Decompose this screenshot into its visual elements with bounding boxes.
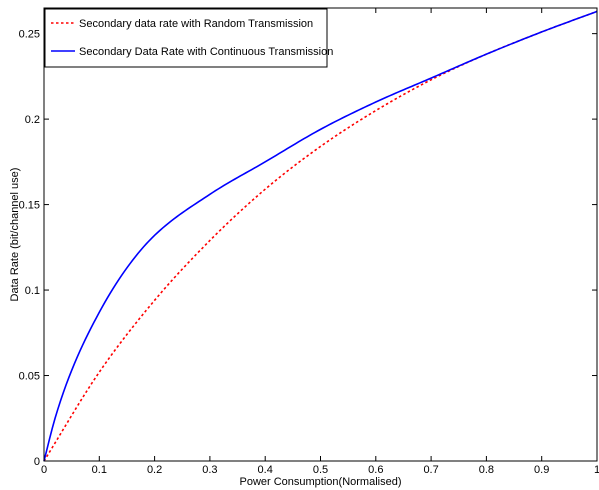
y-tick-label: 0.25 (19, 29, 40, 41)
plot-area (43, 7, 598, 462)
y-tick-label: 0.2 (25, 114, 40, 126)
legend-label-random-transmission: Secondary data rate with Random Transmis… (79, 18, 313, 30)
x-tick-label: 0.9 (534, 464, 549, 476)
x-tick-label: 0.1 (92, 464, 107, 476)
x-axis-ticks: 0 0.1 0.2 0.3 0.4 0.5 0.6 0.7 0.8 0.9 1 (41, 8, 599, 476)
legend: Secondary data rate with Random Transmis… (44, 8, 333, 68)
series-line-continuous-transmission (43, 10, 598, 462)
y-tick-label: 0.05 (19, 371, 40, 383)
x-tick-label: 0.5 (313, 464, 328, 476)
y-axis-ticks: 0 0.05 0.1 0.15 0.2 0.25 (19, 29, 597, 468)
x-tick-label: 0.4 (258, 464, 273, 476)
y-tick-label: 0.15 (19, 200, 40, 212)
x-axis-label: Power Consumption(Normalised) (239, 476, 401, 488)
legend-label-continuous-transmission: Secondary Data Rate with Continuous Tran… (79, 46, 333, 58)
x-tick-label: 0.3 (202, 464, 217, 476)
y-tick-label: 0 (34, 456, 40, 468)
x-tick-label: 0.6 (368, 464, 383, 476)
x-tick-label: 0.8 (479, 464, 494, 476)
series-layer (43, 10, 598, 462)
x-tick-label: 1 (594, 464, 599, 476)
x-tick-label: 0 (41, 464, 47, 476)
y-tick-label: 0.1 (25, 285, 40, 297)
x-tick-label: 0.2 (147, 464, 162, 476)
y-axis-label: Data Rate (bit/channel use) (9, 168, 21, 302)
legend-box (44, 8, 328, 68)
x-tick-label: 0.7 (423, 464, 438, 476)
